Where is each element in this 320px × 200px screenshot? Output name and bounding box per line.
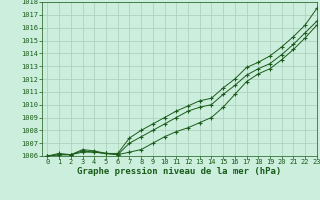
X-axis label: Graphe pression niveau de la mer (hPa): Graphe pression niveau de la mer (hPa) bbox=[77, 167, 281, 176]
